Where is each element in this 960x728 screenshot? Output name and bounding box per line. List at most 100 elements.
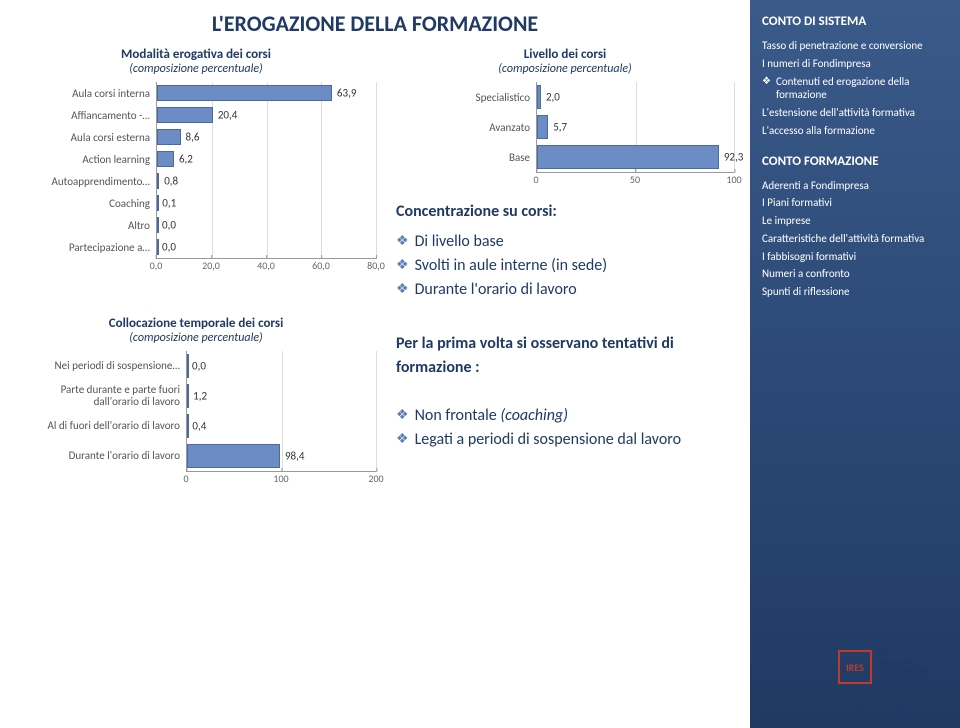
sidebar-item: Spunti di riflessione (762, 285, 948, 299)
bar (157, 85, 332, 101)
sidebar-h2: CONTO FORMAZIONE (762, 154, 948, 169)
text-concentrazione: Concentrazione su corsi: (396, 200, 734, 224)
sidebar: CONTO DI SISTEMA Tasso di penetrazione e… (750, 0, 960, 728)
chart2-body: Specialistico2,0Avanzato5,7Base92,305010… (396, 82, 734, 188)
bar-value: 5,7 (550, 121, 567, 134)
bar-label: Action learning (16, 153, 156, 166)
bar-label: Aula corsi esterna (16, 131, 156, 144)
bar-track: 5,7 (536, 112, 734, 142)
x-tick: 60,0 (312, 259, 330, 272)
x-tick: 20,0 (202, 259, 220, 272)
bar (187, 444, 280, 468)
bullet-sospensione: Legati a periodi di sospensione dal lavo… (396, 428, 734, 452)
confindustria-text: CONFINDUSTRIA (879, 700, 948, 713)
conc-heading: Concentrazione su corsi: (396, 202, 557, 221)
bar-row: Partecipazione a…0,0 (16, 236, 376, 258)
bullet-base: Di livello base (396, 230, 734, 254)
bar-track: 0,8 (156, 170, 376, 192)
bottom-bullets: Non frontale (coaching) Legati a periodi… (396, 404, 734, 452)
bar-label: Avanzato (396, 121, 536, 134)
bar-label: Parte durante e parte fuori dall'orario … (16, 384, 186, 408)
bar-label: Partecipazione a… (16, 241, 156, 254)
chart-modalita: Modalità erogativa dei corsi (composizio… (16, 47, 376, 302)
bar-value: 0,8 (161, 175, 178, 188)
bar-label: Specialistico (396, 91, 536, 104)
bar-row: Aula corsi esterna 8,6 (16, 126, 376, 148)
top-row: Modalità erogativa dei corsi (composizio… (16, 47, 734, 302)
x-tick: 100 (273, 472, 288, 485)
bar-track: 98,4 (186, 441, 376, 471)
chart-livello: Livello dei corsi (composizione percentu… (396, 47, 734, 302)
bar-value: 8,6 (183, 131, 200, 144)
sidebar-item: Numeri a confronto (762, 267, 948, 281)
bar-value: 1,2 (190, 390, 207, 403)
chart1-subtitle: (composizione percentuale) (16, 62, 376, 76)
sidebar-item: Le imprese (762, 214, 948, 228)
bar-value: 92,3 (721, 151, 743, 164)
bar-label: Affiancamento -… (16, 109, 156, 122)
bar-label: Al di fuori dell'orario di lavoro (16, 420, 186, 432)
bar (537, 145, 719, 169)
bar-value: 0,0 (159, 241, 176, 254)
main-column: L'EROGAZIONE DELLA FORMAZIONE Modalità e… (0, 0, 750, 728)
bullet-orario: Durante l'orario di lavoro (396, 278, 734, 302)
x-tick: 50 (630, 173, 640, 186)
bar-label: Nei periodi di sospensione… (16, 360, 186, 372)
chart1-body: Aula corsi interna63,9Affiancamento -…20… (16, 82, 376, 274)
logo-confindustria: CONFINDUSTRIA (847, 694, 948, 718)
bar (157, 151, 174, 167)
x-tick: 0 (533, 173, 538, 186)
bottom-row: Collocazione temporale dei corsi (compos… (16, 302, 734, 487)
sidebar-item: Tasso di penetrazione e conversione (762, 39, 948, 53)
eagle-icon (847, 694, 875, 718)
ires-icon: IRES (838, 650, 872, 684)
bar-track: 0,0 (186, 351, 376, 381)
bar-value: 6,2 (176, 153, 193, 166)
bar (157, 129, 181, 145)
bar-row: Al di fuori dell'orario di lavoro0,4 (16, 411, 376, 441)
bar-label: Durante l'orario di lavoro (16, 450, 186, 462)
bar-row: Autoapprendimento…0,8 (16, 170, 376, 192)
bar (157, 107, 213, 123)
bar-track: 8,6 (156, 126, 376, 148)
bar-row: Affiancamento -…20,4 (16, 104, 376, 126)
bar-track: 1,2 (186, 381, 376, 411)
sidebar-list-1: Tasso di penetrazione e conversioneI num… (762, 39, 948, 138)
chart3-subtitle: (composizione percentuale) (16, 331, 376, 345)
x-tick: 40,0 (257, 259, 275, 272)
sidebar-item: L'accesso alla formazione (762, 124, 948, 138)
bullet-aule: Svolti in aule interne (in sede) (396, 254, 734, 278)
bar-row: Coaching0,1 (16, 192, 376, 214)
sidebar-h1: CONTO DI SISTEMA (762, 14, 948, 29)
bar-track: 2,0 (536, 82, 734, 112)
sidebar-item: L'estensione dell'attività formativa (762, 106, 948, 120)
bar-label: Base (396, 151, 536, 164)
sidebar-list-2: Aderenti a FondimpresaI Piani formativiL… (762, 179, 948, 299)
bar-row: Nei periodi di sospensione…0,0 (16, 351, 376, 381)
bar-value: 0,4 (189, 420, 206, 433)
sidebar-item: Caratteristiche dell'attività formativa (762, 232, 948, 246)
chart3-title: Collocazione temporale dei corsi (16, 316, 376, 331)
prima-volta-text: Per la prima volta si osservano tentativ… (396, 334, 674, 377)
bar (537, 115, 548, 139)
prima-volta: Per la prima volta si osservano tentativ… (396, 332, 734, 380)
chart1-title: Modalità erogativa dei corsi (16, 47, 376, 62)
bar-value: 0,1 (159, 197, 176, 210)
bullet-nonfrontale: Non frontale (coaching) (396, 404, 734, 428)
bar-value: 63,9 (334, 87, 356, 100)
chart3-body: Nei periodi di sospensione…0,0Parte dura… (16, 351, 376, 487)
x-tick: 200 (368, 472, 383, 485)
x-tick: 0 (183, 472, 188, 485)
bar-value: 98,4 (282, 450, 304, 463)
bar-track: 6,2 (156, 148, 376, 170)
bar (537, 85, 541, 109)
bar-row: Parte durante e parte fuori dall'orario … (16, 381, 376, 411)
bar-value: 0,0 (159, 219, 176, 232)
sidebar-item: Contenuti ed erogazione della formazione (762, 75, 948, 103)
sidebar-item: I Piani formativi (762, 196, 948, 210)
bar-row: Action learning 6,2 (16, 148, 376, 170)
bar-value: 0,0 (189, 360, 206, 373)
bar-row: Aula corsi interna63,9 (16, 82, 376, 104)
bar-track: 63,9 (156, 82, 376, 104)
bar-value: 2,0 (543, 91, 560, 104)
